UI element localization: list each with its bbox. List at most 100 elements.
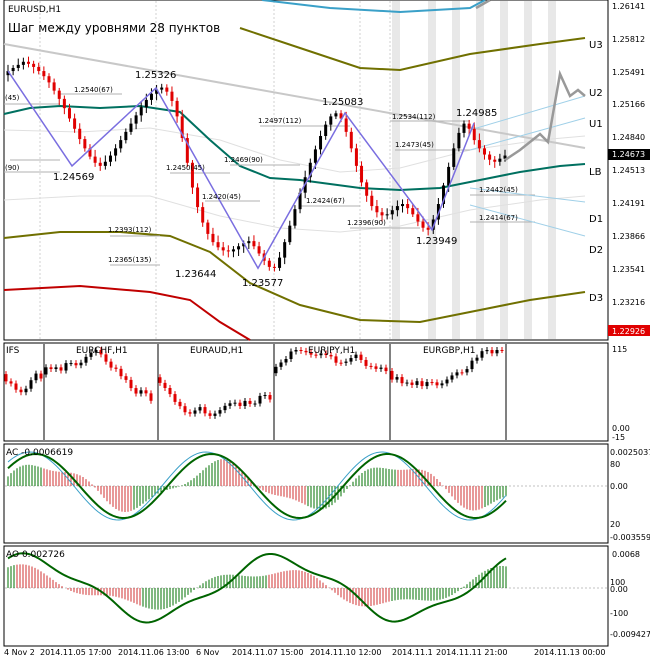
ifs-candle-body — [425, 382, 429, 387]
main-chart-layer — [3, 0, 586, 341]
time-highlight-bar — [476, 1, 484, 339]
ifs-candle-body — [208, 413, 212, 416]
candle-body — [447, 166, 451, 186]
level-note: 1.2473(45) — [395, 141, 434, 149]
ifs-candle-body — [74, 363, 78, 366]
ifs-candle-body — [304, 350, 308, 353]
ifs-candle-body — [54, 367, 58, 370]
ac-scale-top: 0.0025037 — [610, 448, 650, 457]
ifs-candle-body — [253, 403, 257, 405]
price-tick: 1.25812 — [612, 35, 645, 44]
candle-body — [221, 247, 225, 251]
ifs-candle-body — [99, 350, 103, 355]
time-highlight-bar — [548, 1, 556, 339]
resistance-trendline — [3, 43, 586, 149]
candle-body — [406, 204, 410, 209]
candle-body — [196, 187, 200, 208]
candle-body — [37, 66, 41, 72]
candle-body — [442, 185, 446, 205]
ifs-candle-body — [243, 400, 247, 407]
candle-body — [165, 87, 169, 92]
level-note: 1.2396(90) — [347, 219, 386, 227]
candle-body — [360, 165, 364, 183]
candle-body — [67, 108, 71, 119]
candle-body — [257, 246, 261, 254]
ifs-candle-body — [450, 375, 454, 380]
candle-body — [149, 93, 153, 100]
candle-body — [498, 158, 502, 162]
time-tick: 2014.11.1 — [392, 648, 433, 657]
ifs-candle-body — [334, 356, 338, 363]
current-price-label: 1.24673 — [612, 150, 645, 159]
level-note: 1.2540(67) — [74, 86, 113, 94]
ifs-candle-body — [238, 402, 242, 407]
ifs-candle-body — [69, 363, 73, 365]
ifs-candle-body — [500, 350, 504, 351]
zigzag-label-low-3: 1.23577 — [242, 278, 283, 289]
ifs-candle-body — [405, 382, 409, 384]
ifs-candle-body — [104, 354, 108, 362]
ifs-candle-body — [324, 353, 328, 356]
candle-body — [180, 116, 184, 139]
ifs-candle-body — [289, 351, 293, 360]
ifs-panel — [3, 342, 609, 442]
ifs-candle-body — [109, 361, 113, 368]
candle-body — [365, 182, 369, 196]
candle-body — [139, 107, 143, 116]
time-tick: 4 Nov 2 — [4, 648, 35, 657]
ifs-candle-body — [114, 367, 118, 369]
level-label-u3: U3 — [589, 40, 603, 51]
ac-signal-line — [7, 451, 507, 521]
candle-body — [242, 243, 246, 247]
ifs-candle-body — [29, 380, 33, 389]
ifs-candle-body — [258, 395, 262, 404]
candle-body — [421, 221, 425, 228]
candle-body — [83, 139, 87, 149]
candle-body — [462, 123, 466, 133]
ifs-candle-body — [168, 387, 172, 395]
ifs-candle-body — [49, 367, 53, 370]
ifs-candle-body — [309, 352, 313, 355]
ifs-candle-body — [440, 383, 444, 386]
ifs-scale-bottom: -15 — [612, 433, 625, 442]
candle-body — [103, 161, 107, 166]
candle-body — [457, 132, 461, 149]
ifs-candle-body — [4, 374, 8, 382]
ifs-candle-body — [94, 350, 98, 353]
candle-body — [175, 100, 179, 117]
ifs-candle-body — [369, 365, 373, 367]
time-tick: 2014.11.10 12:00 — [310, 648, 381, 657]
candle-body — [488, 154, 492, 160]
candle-body — [47, 76, 51, 83]
candle-body — [201, 207, 205, 223]
ifs-candle-body — [198, 407, 202, 411]
level-label-lb: LB — [589, 167, 602, 178]
ifs-candle-body — [314, 354, 318, 356]
candle-body — [329, 116, 333, 125]
ifs-candle-body — [134, 388, 138, 394]
upper-blue-band — [261, 0, 486, 14]
ifs-scale-zero: 0.00 — [612, 424, 630, 433]
ifs-candle-body — [193, 410, 197, 414]
forecast-path — [504, 69, 586, 162]
ifs-candle-body — [430, 382, 434, 384]
candle-body — [93, 156, 97, 163]
ifs-candle-body — [274, 366, 278, 374]
band-u3 — [239, 27, 586, 72]
candle-body — [11, 67, 15, 72]
candle-body — [216, 242, 220, 248]
ifs-candle-body — [445, 379, 449, 384]
ifs-candle-body — [359, 354, 363, 360]
candle-body — [6, 71, 10, 76]
ac-inner-80: 80 — [610, 460, 620, 469]
ifs-title: IFS — [6, 346, 20, 356]
ifs-candle-body — [284, 359, 288, 363]
projection-fan-line — [469, 187, 586, 203]
price-tick: 1.23866 — [612, 232, 645, 241]
candle-body — [252, 241, 256, 247]
ifs-candle-body — [124, 376, 128, 380]
ac-layer — [5, 451, 607, 521]
candle-body — [339, 113, 343, 119]
ifs-pair-1: EURCHF,H1 — [76, 346, 128, 356]
